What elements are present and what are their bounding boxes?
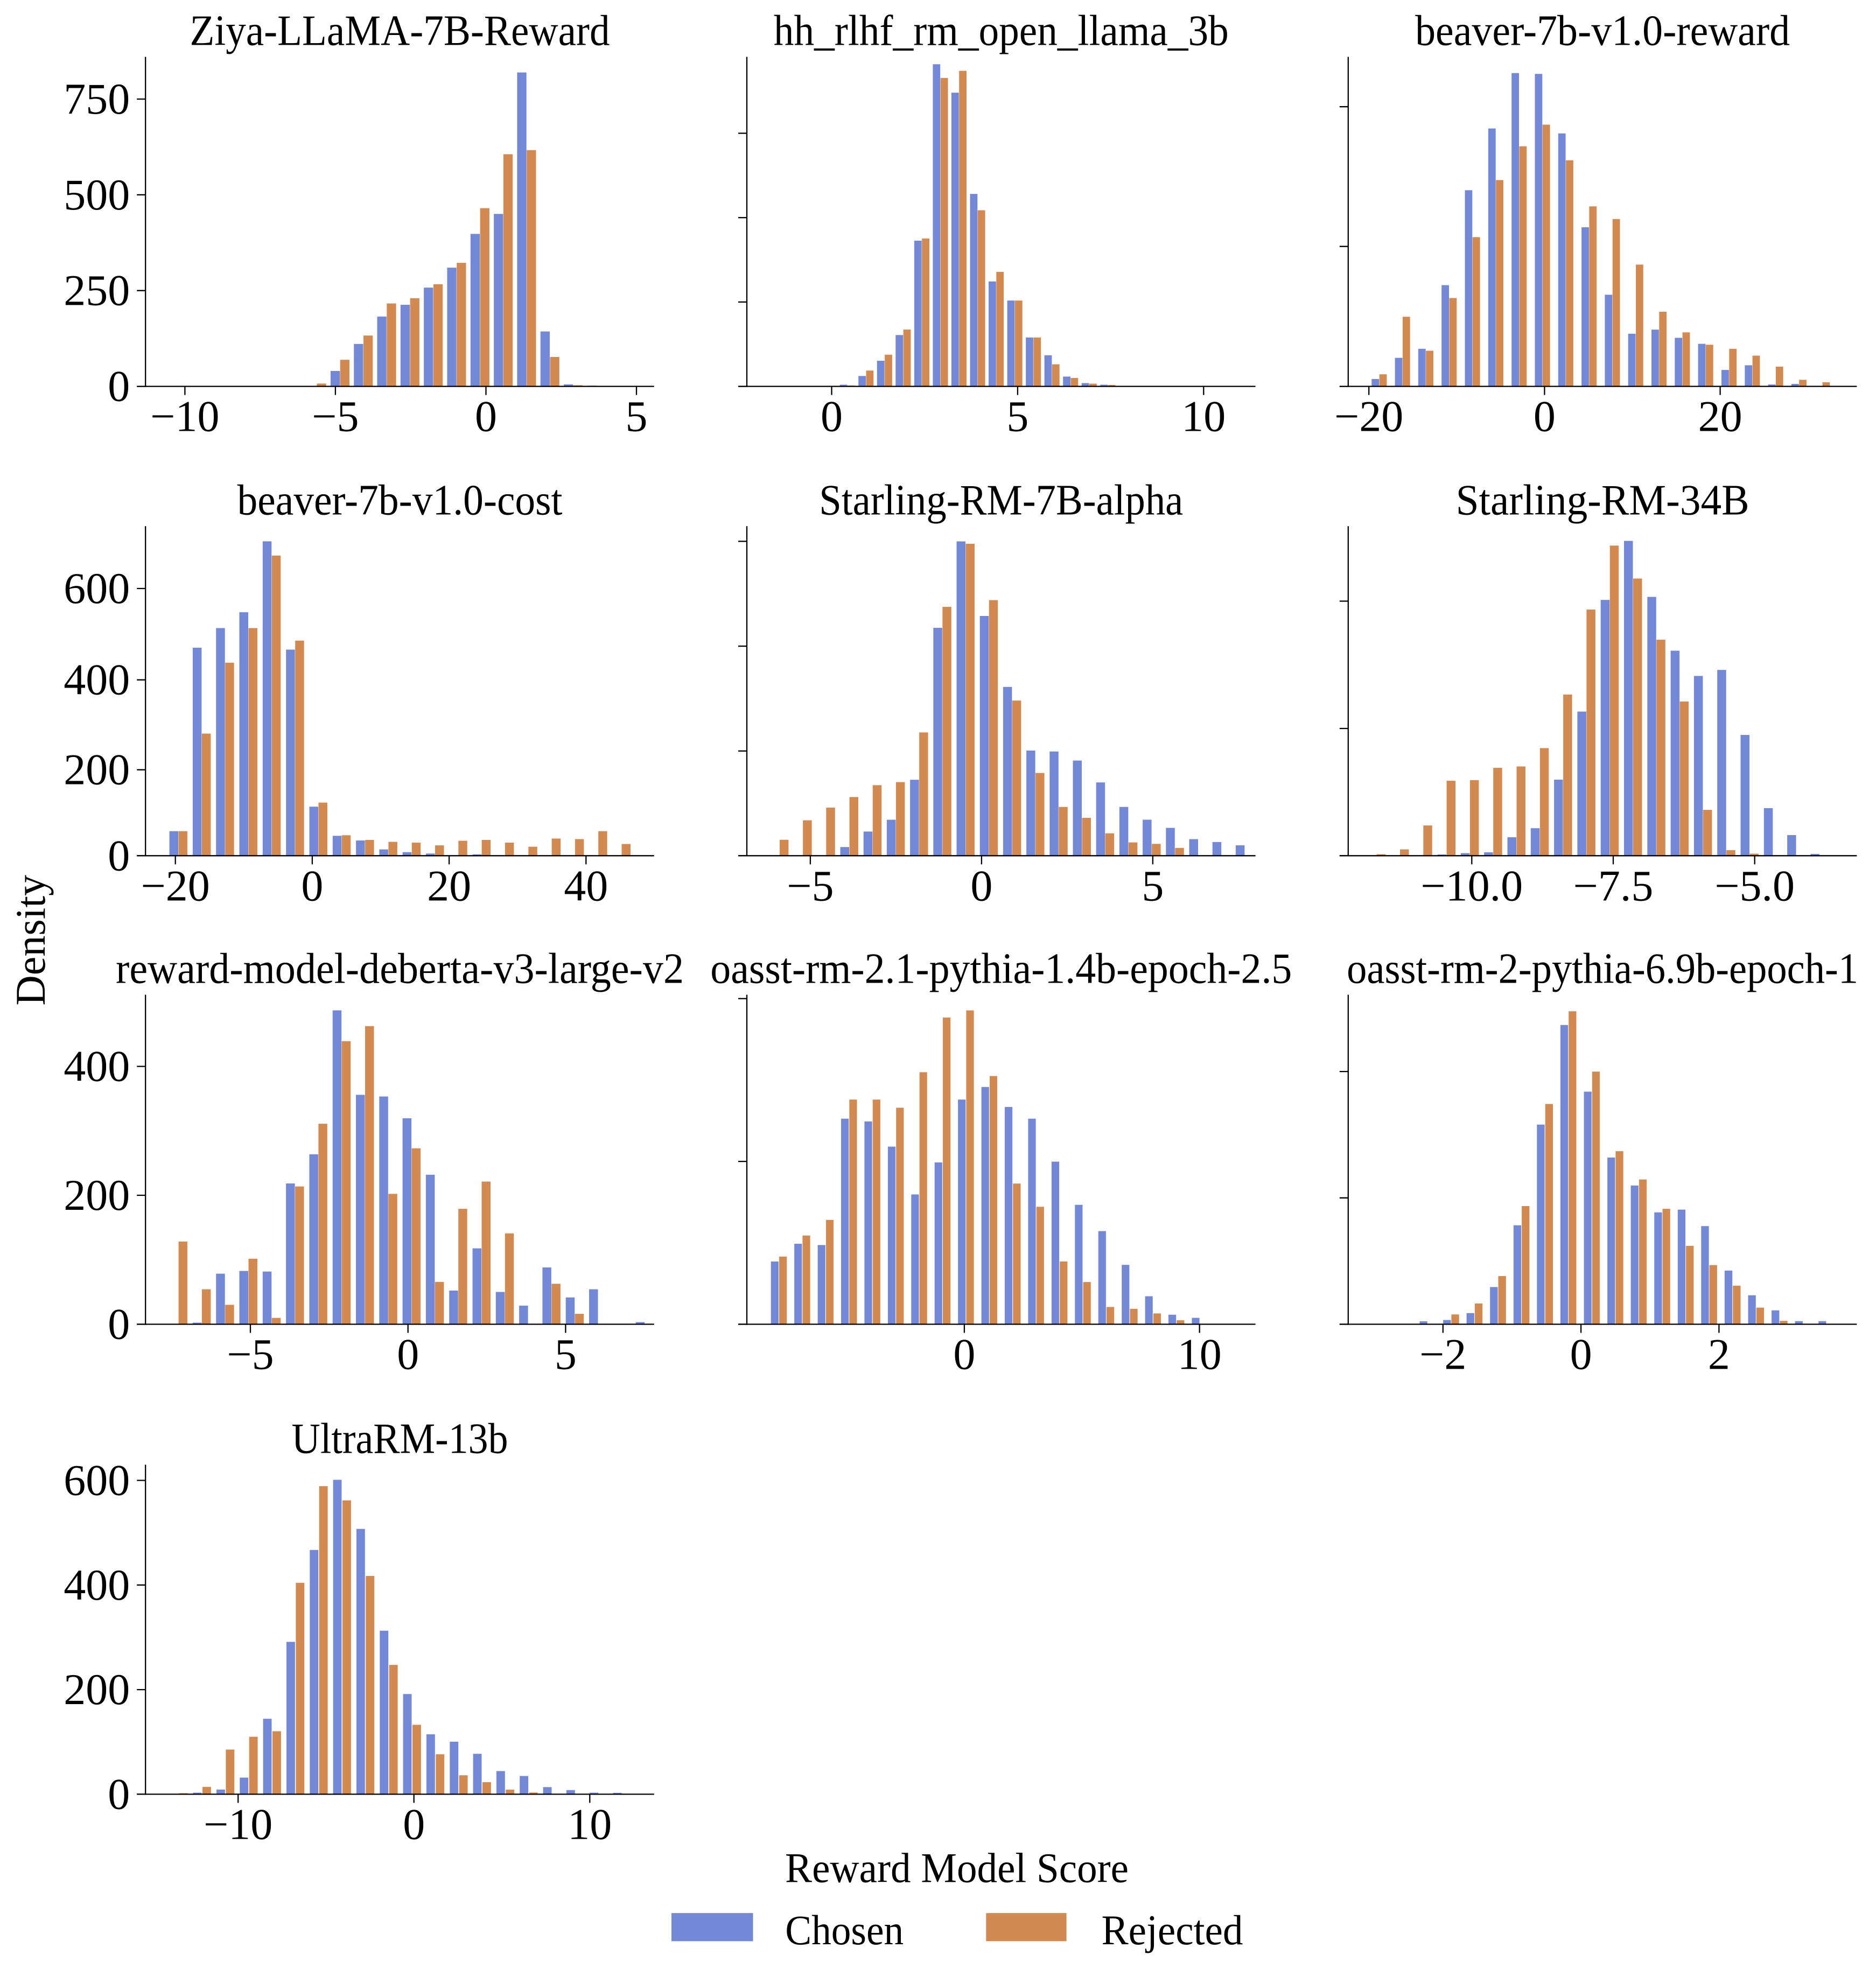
- svg-text:−10: −10: [204, 1799, 272, 1848]
- svg-text:0: 0: [970, 861, 992, 910]
- svg-text:5: 5: [1142, 861, 1164, 910]
- svg-text:250: 250: [64, 266, 130, 315]
- svg-text:0: 0: [1534, 392, 1556, 441]
- svg-text:400: 400: [64, 1042, 130, 1091]
- svg-text:−2: −2: [1419, 1330, 1466, 1379]
- svg-text:beaver-7b-v1.0-cost: beaver-7b-v1.0-cost: [237, 477, 563, 524]
- svg-text:0: 0: [301, 861, 323, 910]
- svg-text:oasst-rm-2-pythia-6.9b-epoch-1: oasst-rm-2-pythia-6.9b-epoch-1: [1347, 945, 1858, 993]
- svg-text:20: 20: [1698, 392, 1742, 441]
- svg-text:hh_rlhf_rm_open_llama_3b: hh_rlhf_rm_open_llama_3b: [774, 8, 1229, 55]
- svg-text:600: 600: [64, 1456, 130, 1505]
- svg-text:Chosen: Chosen: [785, 1907, 904, 1953]
- svg-text:Ziya-LLaMA-7B-Reward: Ziya-LLaMA-7B-Reward: [190, 8, 610, 55]
- svg-text:0: 0: [108, 1300, 130, 1349]
- svg-text:−10.0: −10.0: [1420, 861, 1523, 910]
- svg-text:−5: −5: [312, 392, 359, 441]
- svg-text:reward-model-deberta-v3-large-: reward-model-deberta-v3-large-v2: [116, 945, 684, 993]
- svg-text:−20: −20: [141, 861, 210, 910]
- svg-text:400: 400: [64, 655, 130, 704]
- svg-text:750: 750: [64, 74, 130, 123]
- svg-text:Starling-RM-7B-alpha: Starling-RM-7B-alpha: [819, 477, 1183, 524]
- svg-text:−5.0: −5.0: [1714, 861, 1795, 910]
- svg-text:0: 0: [1570, 1330, 1592, 1379]
- svg-text:200: 200: [64, 745, 130, 794]
- svg-text:10: 10: [1178, 1330, 1222, 1379]
- svg-text:0: 0: [108, 1769, 130, 1818]
- svg-text:0: 0: [475, 392, 497, 441]
- svg-text:−10: −10: [150, 392, 219, 441]
- svg-text:500: 500: [64, 170, 130, 219]
- svg-text:Starling-RM-34B: Starling-RM-34B: [1456, 477, 1749, 524]
- svg-text:10: 10: [1181, 392, 1226, 441]
- svg-text:Density: Density: [7, 875, 54, 1006]
- svg-text:200: 200: [64, 1665, 130, 1714]
- svg-text:UltraRM-13b: UltraRM-13b: [292, 1415, 508, 1462]
- svg-text:200: 200: [64, 1171, 130, 1220]
- svg-text:40: 40: [564, 861, 608, 910]
- svg-text:−5: −5: [227, 1330, 274, 1379]
- svg-text:0: 0: [403, 1799, 425, 1848]
- svg-text:5: 5: [555, 1330, 577, 1379]
- svg-text:5: 5: [1006, 392, 1028, 441]
- svg-text:20: 20: [427, 861, 471, 910]
- svg-text:0: 0: [821, 392, 843, 441]
- svg-text:−20: −20: [1334, 392, 1403, 441]
- svg-text:−7.5: −7.5: [1573, 861, 1654, 910]
- svg-text:0: 0: [108, 362, 130, 411]
- svg-text:0: 0: [108, 831, 130, 880]
- svg-text:oasst-rm-2.1-pythia-1.4b-epoch: oasst-rm-2.1-pythia-1.4b-epoch-2.5: [710, 945, 1292, 993]
- svg-text:2: 2: [1708, 1330, 1730, 1379]
- svg-text:5: 5: [626, 392, 648, 441]
- svg-text:beaver-7b-v1.0-reward: beaver-7b-v1.0-reward: [1415, 8, 1790, 55]
- svg-text:600: 600: [64, 564, 130, 613]
- svg-text:Rejected: Rejected: [1102, 1907, 1243, 1953]
- svg-text:0: 0: [397, 1330, 419, 1379]
- svg-text:−5: −5: [787, 861, 834, 910]
- svg-text:10: 10: [568, 1799, 612, 1848]
- svg-text:400: 400: [64, 1560, 130, 1609]
- svg-text:Reward Model Score: Reward Model Score: [785, 1845, 1129, 1891]
- svg-text:0: 0: [953, 1330, 975, 1379]
